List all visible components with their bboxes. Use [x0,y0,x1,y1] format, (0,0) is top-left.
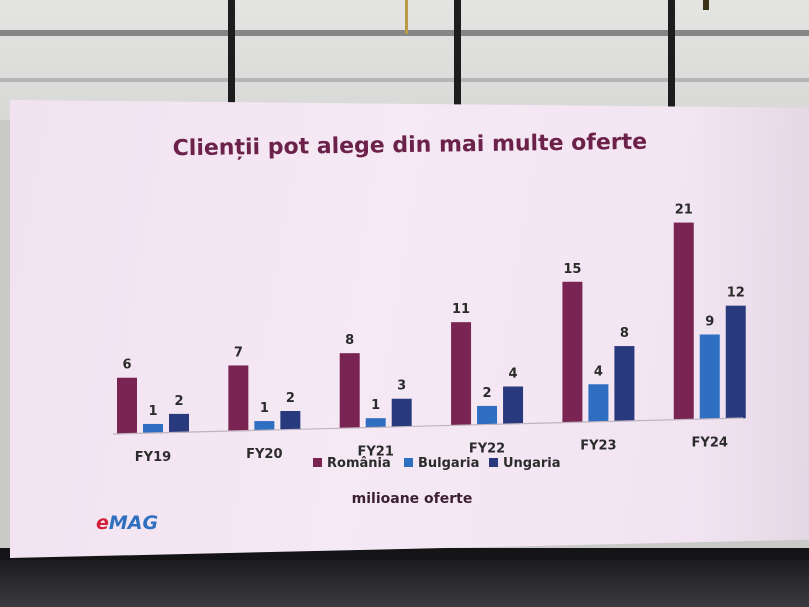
bar-romnia-fy20 [228,365,249,432]
data-label: 2 [286,391,295,406]
x-tick-label: FY20 [246,447,282,462]
bar-ungaria-fy20 [280,411,301,430]
bar-romnia-fy19 [117,377,137,434]
pendant-lamp [405,0,408,34]
bar-bulgaria-fy21 [365,418,386,428]
bar-ungaria-fy24 [725,305,746,419]
data-label: 1 [371,398,380,413]
data-label: 8 [345,333,354,348]
legend-label: România [327,456,391,471]
bar-bulgaria-fy22 [477,405,498,425]
bar-bulgaria-fy24 [699,334,720,419]
x-axis-line [112,417,744,435]
screen-shading [689,100,809,558]
stage-floor [0,560,809,607]
data-label: 2 [174,394,183,409]
emag-logo-e: e [96,512,109,534]
emag-logo: eMAG [96,512,158,534]
bar-bulgaria-fy19 [143,423,163,434]
data-label: 6 [122,358,131,373]
data-label: 8 [620,326,629,341]
bar-ungaria-fy21 [391,398,412,427]
bar-romnia-fy23 [562,281,583,423]
ceiling-rail-lower [0,78,809,82]
bars-group: 612FY19712FY20813FY211124FY221548FY23219… [117,203,746,465]
bar-ungaria-fy19 [169,413,189,433]
data-label: 4 [594,364,603,379]
window-mullion [668,0,675,112]
emag-logo-text: eMAG [96,512,158,534]
data-label: 21 [675,203,693,218]
x-axis-label: milioane oferte [352,491,473,507]
bar-bulgaria-fy23 [588,384,609,422]
legend-swatch [313,458,322,467]
baseline-group [112,417,744,435]
bar-romnia-fy24 [673,222,694,420]
pendant-lamp [703,0,709,10]
window-mullion [228,0,235,112]
data-label: 1 [148,404,157,419]
data-label: 15 [563,262,581,277]
chart-title: Clienții pot alege din mai multe oferte [173,130,648,162]
bar-ungaria-fy22 [503,386,524,425]
x-tick-label: FY21 [358,444,394,459]
x-tick-label: FY19 [135,450,171,465]
x-tick-label: FY24 [692,436,728,451]
chart-legend: România Bulgaria Ungaria [313,456,561,471]
data-label: 2 [483,386,492,401]
legend-label: Ungaria [503,456,561,471]
data-label: 4 [509,366,518,381]
bar-romnia-fy21 [339,353,360,429]
x-tick-label: FY22 [469,441,505,456]
data-label: 9 [705,314,714,329]
legend-label: Bulgaria [418,456,479,471]
ceiling-rail [0,30,809,36]
data-label: 7 [234,345,243,360]
window-mullion [454,0,461,112]
data-label: 3 [397,379,406,394]
legend-swatch [404,458,413,467]
data-label: 12 [727,286,745,301]
data-label: 11 [452,302,470,317]
bar-ungaria-fy23 [614,346,635,422]
bar-romnia-fy22 [451,322,472,426]
x-tick-label: FY23 [580,439,616,454]
bar-bulgaria-fy20 [254,421,275,431]
data-label: 1 [260,401,269,416]
emag-logo-mag: MAG [109,512,158,534]
legend-swatch [489,458,498,467]
